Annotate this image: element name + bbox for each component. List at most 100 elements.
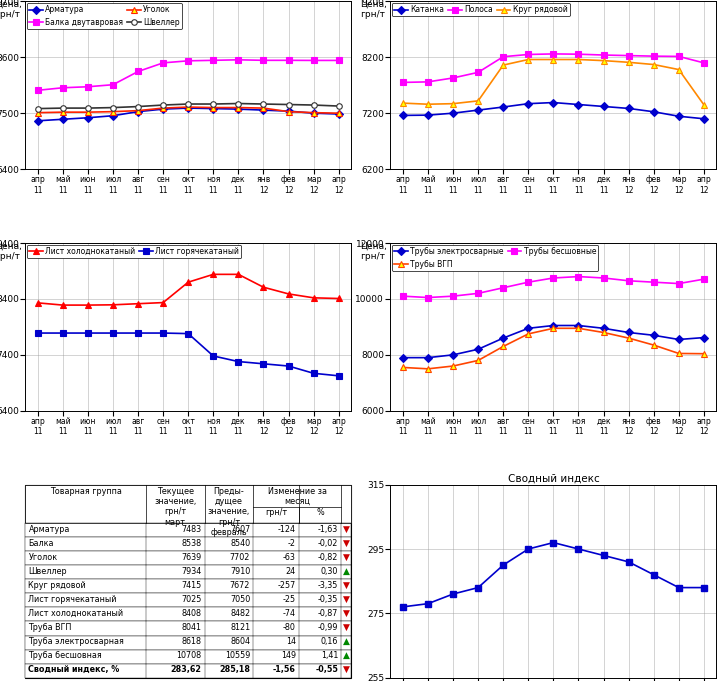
Трубы бесшовные [524,278,533,286]
Text: Труба электросварная: Труба электросварная [29,637,125,646]
Line: Трубы бесшовные: Трубы бесшовные [400,274,706,300]
Уголок [109,108,117,116]
Bar [25,523,351,537]
Трубы электросварные [499,334,508,342]
Text: ▼: ▼ [343,539,350,548]
Трубы ВГП [599,328,608,336]
Полоса [675,52,683,61]
Text: 14: 14 [286,637,296,646]
Line: Швеллер: Швеллер [35,101,341,112]
Трубы электросварные [524,324,533,332]
Трубы ВГП [449,362,457,370]
Балка двутавровая [134,67,143,76]
Text: Уголок: Уголок [29,553,58,562]
Text: ▲: ▲ [343,637,350,646]
Text: -0,99: -0,99 [318,623,338,632]
Уголок [259,104,268,112]
Лист горячекатаный [310,369,318,377]
Арматура [159,105,168,113]
Лист холоднокатаный [159,298,168,306]
Bar [25,552,351,565]
Legend: Арматура, Балка двутавровая, Уголок, Швеллер: Арматура, Балка двутавровая, Уголок, Шве… [27,3,182,29]
Text: ▼: ▼ [343,665,350,674]
Арматура [58,115,67,123]
Балка двутавровая [109,80,117,89]
Трубы ВГП [499,343,508,351]
Катанка [624,104,633,112]
Трубы электросварные [574,321,582,330]
Text: Арматура: Арматура [29,525,70,534]
Круг рядовой [649,61,658,69]
Полоса [574,50,582,59]
Трубы ВГП [524,330,533,338]
Уголок [310,108,318,116]
Трубы электросварные [649,331,658,339]
Text: -2: -2 [288,539,296,548]
Швеллер [310,101,318,109]
Полоса [549,50,558,58]
Уголок [284,108,293,116]
Лист горячекатаный [109,329,117,337]
Bar [25,580,351,593]
Text: 10559: 10559 [225,651,250,660]
Трубы бесшовные [474,289,482,298]
Text: 8538: 8538 [181,539,202,548]
Балка двутавровая [259,57,268,65]
Лист горячекатаный [184,330,192,338]
Трубы бесшовные [423,294,432,302]
Швеллер [259,100,268,108]
Bar [25,663,351,678]
Text: -3,35: -3,35 [318,581,338,590]
Арматура [284,107,293,115]
Text: 8408: 8408 [181,609,202,618]
Лист холоднокатаный [334,294,343,302]
Bar [25,537,351,552]
Title: Сводный индекс: Сводный индекс [508,474,599,484]
Text: -0,35: -0,35 [318,595,338,604]
Трубы бесшовные [574,272,582,281]
Трубы электросварные [449,351,457,359]
Лист холоднокатаный [84,301,92,309]
Text: -124: -124 [278,525,296,534]
Text: ▲: ▲ [343,651,350,660]
Швеллер [33,104,42,112]
Арматура [134,108,143,116]
Круг рядовой [574,55,582,63]
Круг рядовой [549,55,558,63]
Балка двутавровая [310,57,318,65]
Трубы электросварные [474,345,482,353]
Уголок [209,104,217,112]
Text: Цена,
грн/т: Цена, грн/т [0,0,22,19]
Text: ▼: ▼ [343,623,350,632]
Трубы ВГП [399,364,408,372]
Text: 8041: 8041 [181,623,202,632]
Text: 8540: 8540 [230,539,250,548]
Уголок [134,106,143,114]
Трубы электросварные [624,328,633,336]
Bar [25,635,351,650]
Text: Изменение за
месяц: Изменение за месяц [268,487,327,506]
Line: Лист холоднокатаный: Лист холоднокатаный [35,272,341,308]
Катанка [649,108,658,116]
Круг рядовой [423,100,432,108]
Bar [25,650,351,663]
Text: Текущее
значение,
грн/т
март: Текущее значение, грн/т март [154,487,197,527]
Уголок [84,108,92,116]
Лист холоднокатаный [310,294,318,302]
Text: ▼: ▼ [343,609,350,618]
Лист холоднокатаный [58,301,67,309]
Трубы ВГП [649,341,658,349]
Полоса [423,78,432,86]
Text: -257: -257 [278,581,296,590]
Швеллер [334,102,343,110]
Трубы электросварные [549,321,558,330]
Text: -1,63: -1,63 [318,525,338,534]
Text: -25: -25 [283,595,296,604]
Text: 8121: 8121 [230,623,250,632]
Арматура [109,112,117,120]
Text: грн/т: грн/т [265,508,287,517]
Швеллер [134,102,143,110]
Лист холоднокатаный [134,300,143,308]
Арматура [234,105,243,113]
Катанка [474,106,482,114]
